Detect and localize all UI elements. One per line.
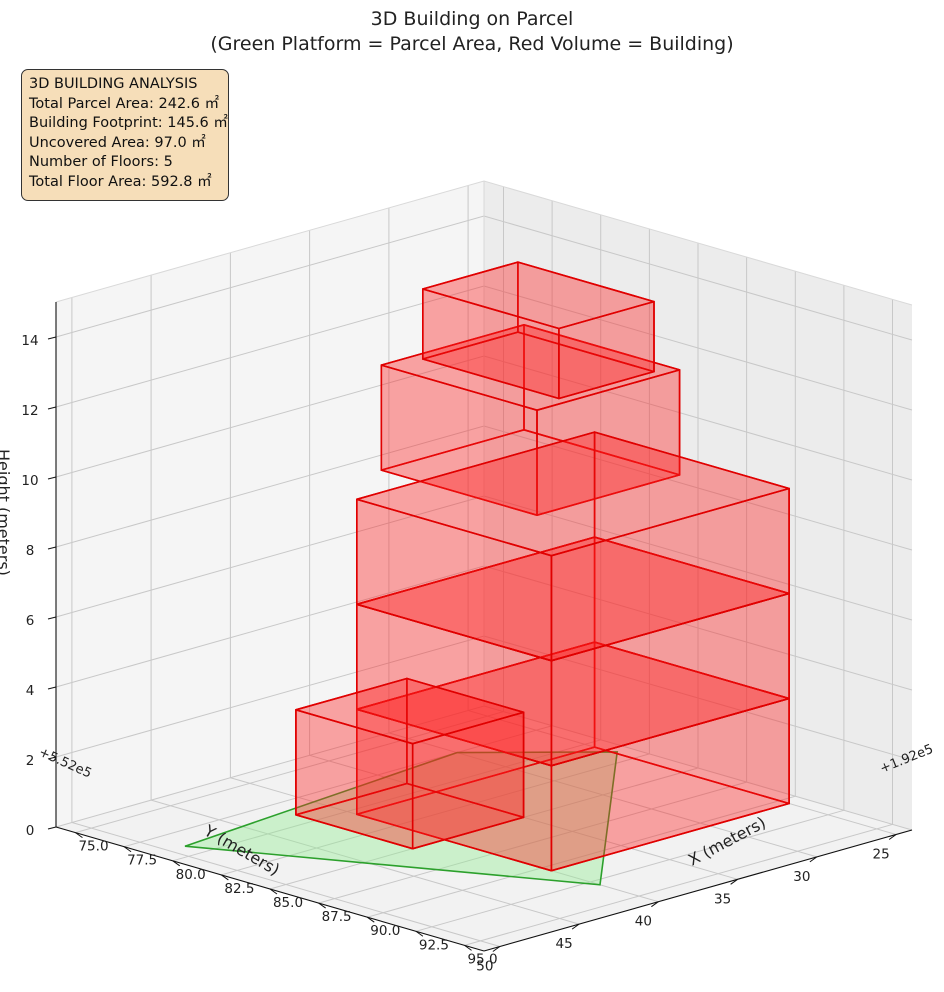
building-box-4: [295, 677, 525, 850]
tick-layer: 75.0 77.5 80.0 82.5 85.0 87.5 90.0 92.5 95.0 25 30…: [21, 333, 897, 975]
x-tick-label: 92.5: [419, 937, 449, 953]
building-box-1: [355, 641, 790, 872]
y-tick-mark: [730, 878, 738, 885]
z-tick-label: 8: [26, 543, 35, 559]
x-tick-label: 87.5: [322, 909, 352, 925]
x-tick-label: 82.5: [224, 881, 254, 897]
analysis-info-box: 3D BUILDING ANALYSIS Total Parcel Area: …: [21, 69, 229, 201]
info-floors: Number of Floors: 5: [29, 154, 173, 171]
x-tick-mark: [318, 902, 326, 909]
z-tick-mark: [47, 826, 57, 830]
parcel-polygon: [184, 751, 619, 886]
parcel-layer: [184, 751, 619, 886]
x-tick-label: 75.0: [78, 839, 108, 855]
y-axis-line: [483, 829, 913, 952]
y-tick-mark: [888, 834, 897, 840]
info-heading: 3D BUILDING ANALYSIS: [29, 76, 198, 92]
building-box-3: [355, 431, 790, 662]
info-floor-area: Total Floor Area: 592.8 ㎡: [29, 173, 212, 190]
z-tick-mark: [47, 336, 57, 340]
chart-title: 3D Building on Parcel: [371, 8, 574, 30]
y-tick-mark: [651, 901, 659, 908]
z-tick-mark: [47, 686, 57, 690]
x-tick-mark: [221, 874, 229, 881]
z-tick-mark: [47, 546, 57, 550]
x-tick-label: 80.0: [176, 867, 206, 883]
z-tick-label: 6: [26, 613, 35, 629]
z-axis-label: Height (meters): [0, 449, 13, 576]
building-box-5: [380, 323, 681, 517]
z-tick-mark: [47, 756, 57, 760]
y-tick-mark: [809, 856, 818, 863]
y-tick-label: 40: [635, 914, 652, 930]
z-tick-mark: [47, 616, 57, 620]
x-tick-mark: [123, 846, 132, 853]
building-box-6: [421, 261, 655, 400]
x-tick-mark: [366, 916, 375, 923]
y-tick-label: 30: [793, 869, 810, 885]
y-tick-label: 50: [476, 959, 493, 975]
z-tick-label: 12: [21, 403, 38, 419]
chart-subtitle: (Green Platform = Parcel Area, Red Volum…: [210, 33, 733, 55]
y-tick-label: 35: [714, 891, 731, 907]
building-layer: [295, 261, 790, 872]
z-tick-label: 4: [26, 683, 35, 699]
building-face: [380, 323, 681, 412]
y-tick-label: 25: [873, 847, 890, 863]
building-face: [421, 261, 655, 330]
y-tick-mark: [571, 923, 580, 930]
z-tick-label: 0: [26, 823, 35, 839]
info-footprint: Building Footprint: 145.6 ㎡: [29, 115, 228, 132]
x-tick-mark: [269, 888, 278, 895]
info-parcel-area: Total Parcel Area: 242.6 ㎡: [29, 95, 220, 112]
x-tick-label: 95.0: [467, 951, 497, 967]
x-tick-mark: [75, 832, 83, 839]
building-face: [355, 431, 790, 557]
x-tick-mark: [172, 860, 181, 867]
x-tick-label: 77.5: [127, 853, 157, 869]
z-tick-label: 10: [21, 473, 38, 489]
info-uncovered-area: Uncovered Area: 97.0 ㎡: [29, 134, 206, 151]
back-wall-y: [56, 181, 484, 827]
x-tick-mark: [464, 944, 472, 951]
z-tick-mark: [47, 406, 57, 410]
y-tick-label: 45: [556, 936, 573, 952]
x-tick-mark: [415, 930, 424, 937]
y-tick-mark: [492, 946, 501, 952]
z-tick-mark: [47, 476, 57, 480]
x-tick-label: 90.0: [370, 923, 400, 939]
x-tick-label: 85.0: [273, 895, 303, 911]
z-tick-label: 14: [21, 333, 38, 349]
building-face: [295, 677, 525, 745]
z-tick-label: 2: [26, 753, 35, 769]
